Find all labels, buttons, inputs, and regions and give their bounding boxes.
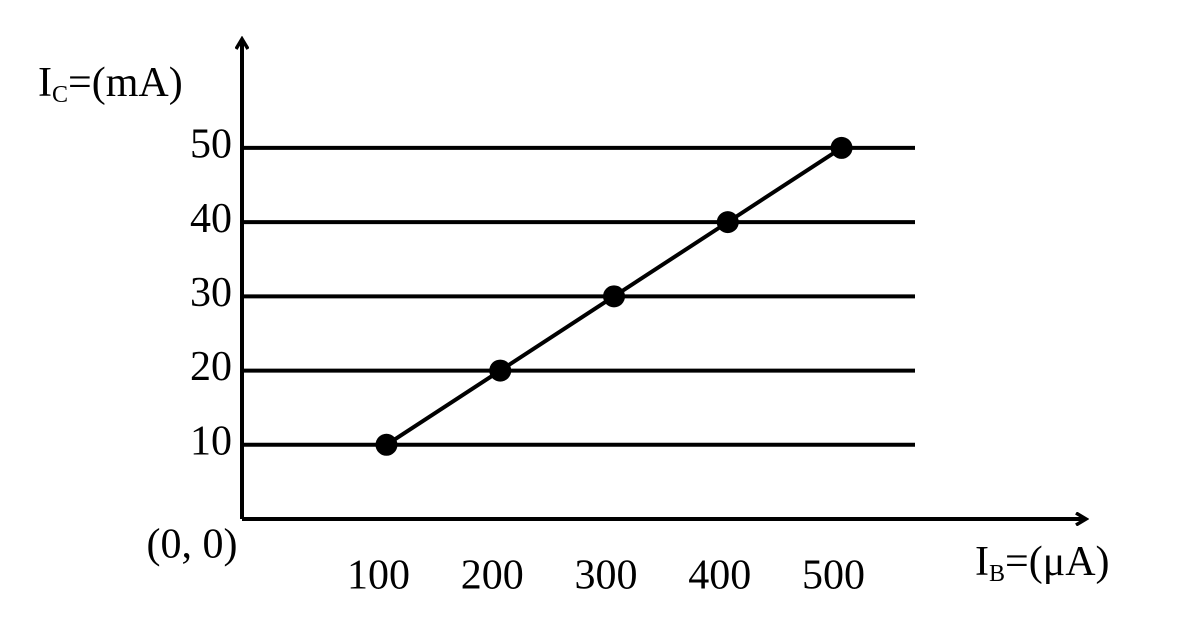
y-label-rest: =(mA): [68, 60, 183, 106]
x-axis-label: IB=(μA): [975, 539, 1110, 587]
y-tick-label: 30: [190, 270, 232, 316]
x-tick-label: 200: [461, 553, 524, 599]
point: [830, 136, 853, 159]
x-tick-label: 400: [688, 553, 751, 599]
x-label-rest: =(μA): [1005, 539, 1110, 585]
y-tick-label: 10: [190, 418, 232, 464]
x-tick-label: 500: [802, 553, 865, 599]
y-tick-label: 50: [190, 122, 232, 168]
x-label-sub: B: [989, 561, 1005, 587]
point: [716, 211, 739, 234]
y-tick-label: 20: [190, 344, 232, 390]
y-label-base: I: [38, 60, 52, 106]
origin-label: (0, 0): [147, 522, 238, 568]
point: [489, 359, 512, 382]
x-tick-label: 100: [347, 553, 410, 599]
x-tick-label: 300: [575, 553, 638, 599]
y-tick-label: 40: [190, 196, 232, 242]
y-axis-label: IC=(mA): [38, 60, 183, 108]
point: [603, 285, 626, 308]
y-label-sub: C: [52, 82, 68, 108]
x-label-base: I: [975, 539, 989, 585]
point: [375, 433, 398, 456]
